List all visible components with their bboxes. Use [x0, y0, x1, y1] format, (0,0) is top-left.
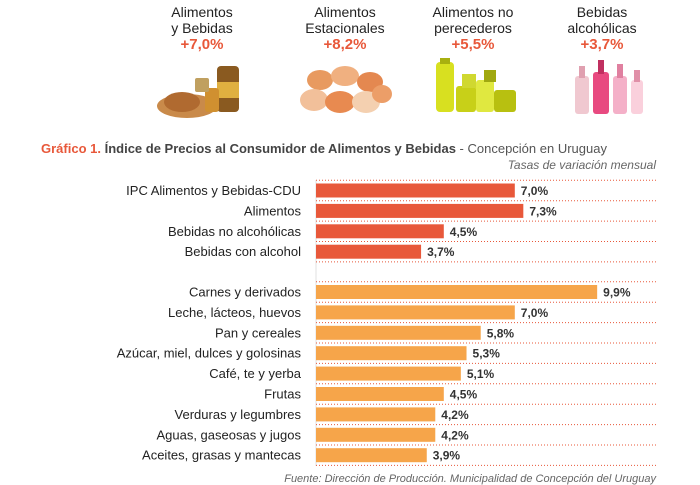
chart-title-sub: - Concepción en Uruguay — [455, 141, 607, 156]
canned-goods-icon — [418, 58, 528, 120]
category-label: Bebidas con alcohol — [185, 244, 301, 259]
data-label: 5,1% — [467, 367, 495, 381]
bar — [316, 387, 444, 401]
data-label: 5,3% — [473, 347, 501, 361]
data-label: 3,7% — [427, 245, 455, 259]
bar — [316, 448, 427, 463]
data-label: 5,8% — [487, 326, 515, 340]
chart-title: Gráfico 1. Índice de Precios al Consumid… — [41, 141, 607, 156]
chart-title-main: Índice de Precios al Consumidor de Alime… — [104, 141, 456, 156]
data-label: 4,5% — [450, 225, 478, 239]
seasonal-produce-icon — [290, 58, 400, 120]
chart-subtitle: Tasas de variación mensual — [507, 158, 656, 172]
bar — [316, 325, 481, 340]
bar — [316, 183, 515, 198]
category-label: Azúcar, miel, dulces y golosinas — [117, 346, 302, 361]
category-pct: +8,2% — [323, 36, 367, 53]
bar — [316, 285, 598, 299]
category-label: Pan y cereales — [215, 325, 301, 340]
category-label: Leche, lácteos, huevos — [168, 305, 301, 320]
food-basket-icon — [147, 58, 257, 120]
category-non-perishable: Alimentos no perecederos +5,5% — [403, 4, 543, 120]
data-label: 4,2% — [441, 428, 469, 442]
category-food-beverages: Alimentos y Bebidas +7,0% — [132, 4, 272, 120]
category-name: Alimentos no perecederos — [432, 4, 514, 36]
category-name: Bebidas alcohólicas — [567, 4, 637, 36]
category-label: Aceites, grasas y mantecas — [142, 448, 301, 463]
bar — [316, 203, 524, 218]
bar — [316, 346, 467, 361]
category-name: Alimentos Estacionales — [305, 4, 385, 36]
category-name: Alimentos y Bebidas — [171, 4, 233, 36]
data-label: 4,5% — [450, 388, 478, 402]
bar — [316, 305, 515, 320]
data-label: 9,9% — [603, 286, 631, 300]
data-label: 3,9% — [433, 449, 461, 463]
category-pct: +7,0% — [180, 36, 224, 53]
data-label: 7,0% — [521, 184, 549, 198]
category-label: Carnes y derivados — [189, 285, 301, 300]
bar — [316, 407, 436, 422]
data-label: 7,0% — [521, 306, 549, 320]
data-label: 7,3% — [529, 204, 557, 218]
liquor-bottles-icon — [547, 58, 657, 120]
category-label: IPC Alimentos y Bebidas-CDU — [126, 183, 301, 198]
category-label: Verduras y legumbres — [175, 407, 302, 422]
chart-title-number: Gráfico 1. — [41, 141, 101, 156]
chart-source: Fuente: Dirección de Producción. Municip… — [284, 473, 656, 485]
category-label: Alimentos — [244, 203, 302, 218]
bar — [316, 427, 436, 442]
bar — [316, 224, 444, 239]
bar — [316, 366, 461, 381]
category-label: Café, te y yerba — [209, 366, 302, 381]
category-label: Bebidas no alcohólicas — [168, 224, 301, 239]
bar — [316, 244, 422, 259]
category-pct: +5,5% — [451, 36, 495, 53]
category-label: Frutas — [264, 387, 301, 402]
category-seasonal: Alimentos Estacionales +8,2% — [275, 4, 415, 120]
data-label: 4,2% — [441, 408, 469, 422]
category-label: Aguas, gaseosas y jugos — [156, 427, 301, 442]
category-pct: +3,7% — [580, 36, 624, 53]
category-alcoholic: Bebidas alcohólicas +3,7% — [532, 4, 672, 120]
